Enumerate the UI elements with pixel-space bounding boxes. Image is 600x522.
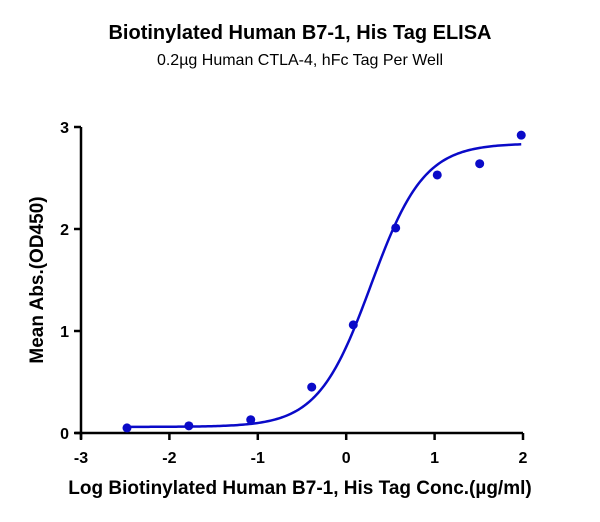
data-point: [348, 320, 358, 330]
data-point: [432, 170, 442, 180]
y-tick-label: 2: [60, 222, 69, 239]
data-point: [122, 423, 132, 433]
data-point: [391, 223, 401, 233]
y-tick-label: 1: [60, 324, 69, 341]
x-tick-label: 0: [342, 450, 351, 467]
x-tick-label: -1: [251, 450, 265, 467]
data-point: [516, 130, 526, 140]
y-tick-label: 0: [60, 426, 69, 443]
data-point: [184, 421, 194, 431]
x-tick-label: -2: [162, 450, 176, 467]
chart-subtitle: 0.2µg Human CTLA-4, hFc Tag Per Well: [156, 52, 444, 69]
x-tick-label: -3: [74, 450, 88, 467]
x-tick-label: 2: [519, 450, 528, 467]
data-point: [475, 159, 485, 169]
fit-curve: [126, 143, 522, 429]
data-point: [307, 382, 317, 392]
chart-title: Biotinylated Human B7-1, His Tag ELISA: [108, 22, 492, 44]
x-tick-label: 1: [430, 450, 439, 467]
data-point: [246, 415, 256, 425]
x-axis-label: Log Biotinylated Human B7-1, His Tag Con…: [68, 478, 532, 499]
y-tick-label: 3: [60, 120, 69, 137]
